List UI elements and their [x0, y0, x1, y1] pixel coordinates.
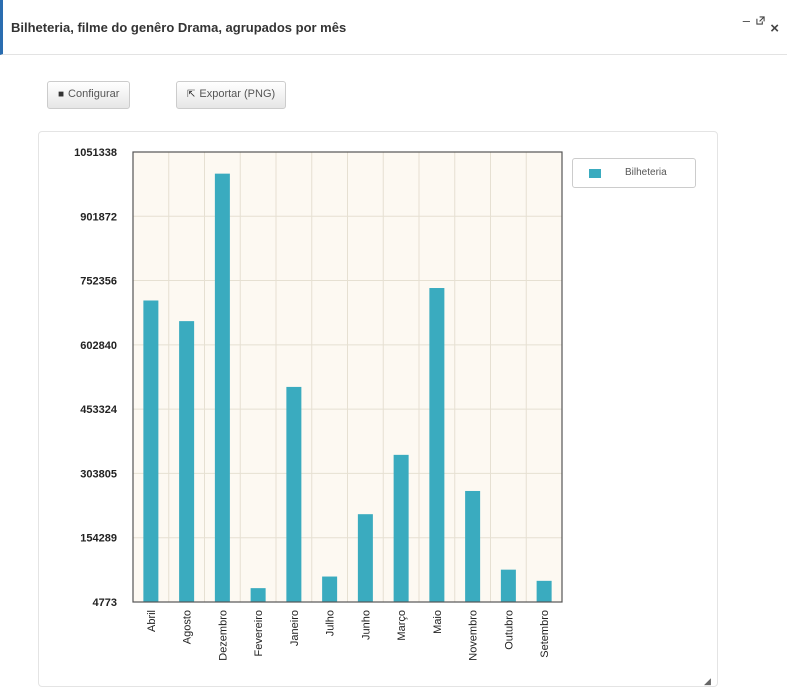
y-tick-label: 154289 — [80, 533, 117, 545]
x-tick-label: Julho — [325, 610, 337, 636]
popout-icon[interactable] — [755, 13, 765, 28]
bar — [357, 514, 373, 602]
bar — [179, 321, 195, 602]
bar — [286, 386, 302, 602]
x-tick-label: Setembro — [539, 610, 551, 658]
window-title: Bilheteria, filme do genêro Drama, agrup… — [11, 20, 347, 35]
export-icon: ⇱ — [187, 89, 196, 100]
settings-square-icon: ■ — [58, 89, 65, 100]
configure-label: Configurar — [68, 88, 120, 100]
legend-label: Bilheteria — [625, 167, 667, 178]
y-tick-label: 1051338 — [74, 147, 117, 159]
legend-swatch — [589, 169, 601, 178]
x-tick-label: Junho — [360, 610, 372, 640]
y-tick-label: 453324 — [80, 404, 118, 416]
bar — [536, 580, 552, 602]
export-label: Exportar (PNG) — [199, 88, 276, 100]
y-tick-label: 901872 — [80, 211, 117, 223]
bar — [465, 490, 481, 602]
bar — [500, 569, 516, 602]
bar — [143, 300, 159, 602]
bar — [429, 288, 445, 602]
minimize-button[interactable]: – — [742, 13, 750, 28]
x-tick-label: Dezembro — [217, 610, 229, 661]
x-tick-label: Agosto — [182, 610, 194, 644]
y-tick-label: 4773 — [93, 597, 117, 609]
bar — [393, 454, 409, 602]
bar — [250, 588, 266, 602]
export-png-button[interactable]: ⇱ Exportar (PNG) — [176, 81, 287, 109]
bar — [322, 576, 338, 602]
x-tick-label: Outubro — [503, 610, 515, 650]
x-tick-label: Fevereiro — [253, 610, 265, 656]
window-titlebar[interactable]: Bilheteria, filme do genêro Drama, agrup… — [0, 0, 787, 55]
x-tick-label: Abril — [146, 610, 158, 632]
resize-handle-icon[interactable]: ◢ — [704, 676, 711, 686]
x-tick-label: Janeiro — [289, 610, 301, 646]
x-tick-label: Maio — [432, 610, 444, 634]
y-tick-label: 752356 — [80, 276, 117, 288]
configure-button[interactable]: ■ Configurar — [47, 81, 131, 109]
chart-legend: Bilheteria — [572, 158, 696, 188]
y-tick-label: 602840 — [80, 340, 117, 352]
x-tick-label: Novembro — [468, 610, 480, 661]
close-button[interactable]: × — [770, 20, 779, 37]
bar — [214, 173, 230, 603]
y-tick-label: 303805 — [80, 468, 117, 480]
x-tick-label: Março — [396, 610, 408, 641]
plot-border — [132, 151, 563, 603]
window-controls: – × — [741, 12, 779, 37]
